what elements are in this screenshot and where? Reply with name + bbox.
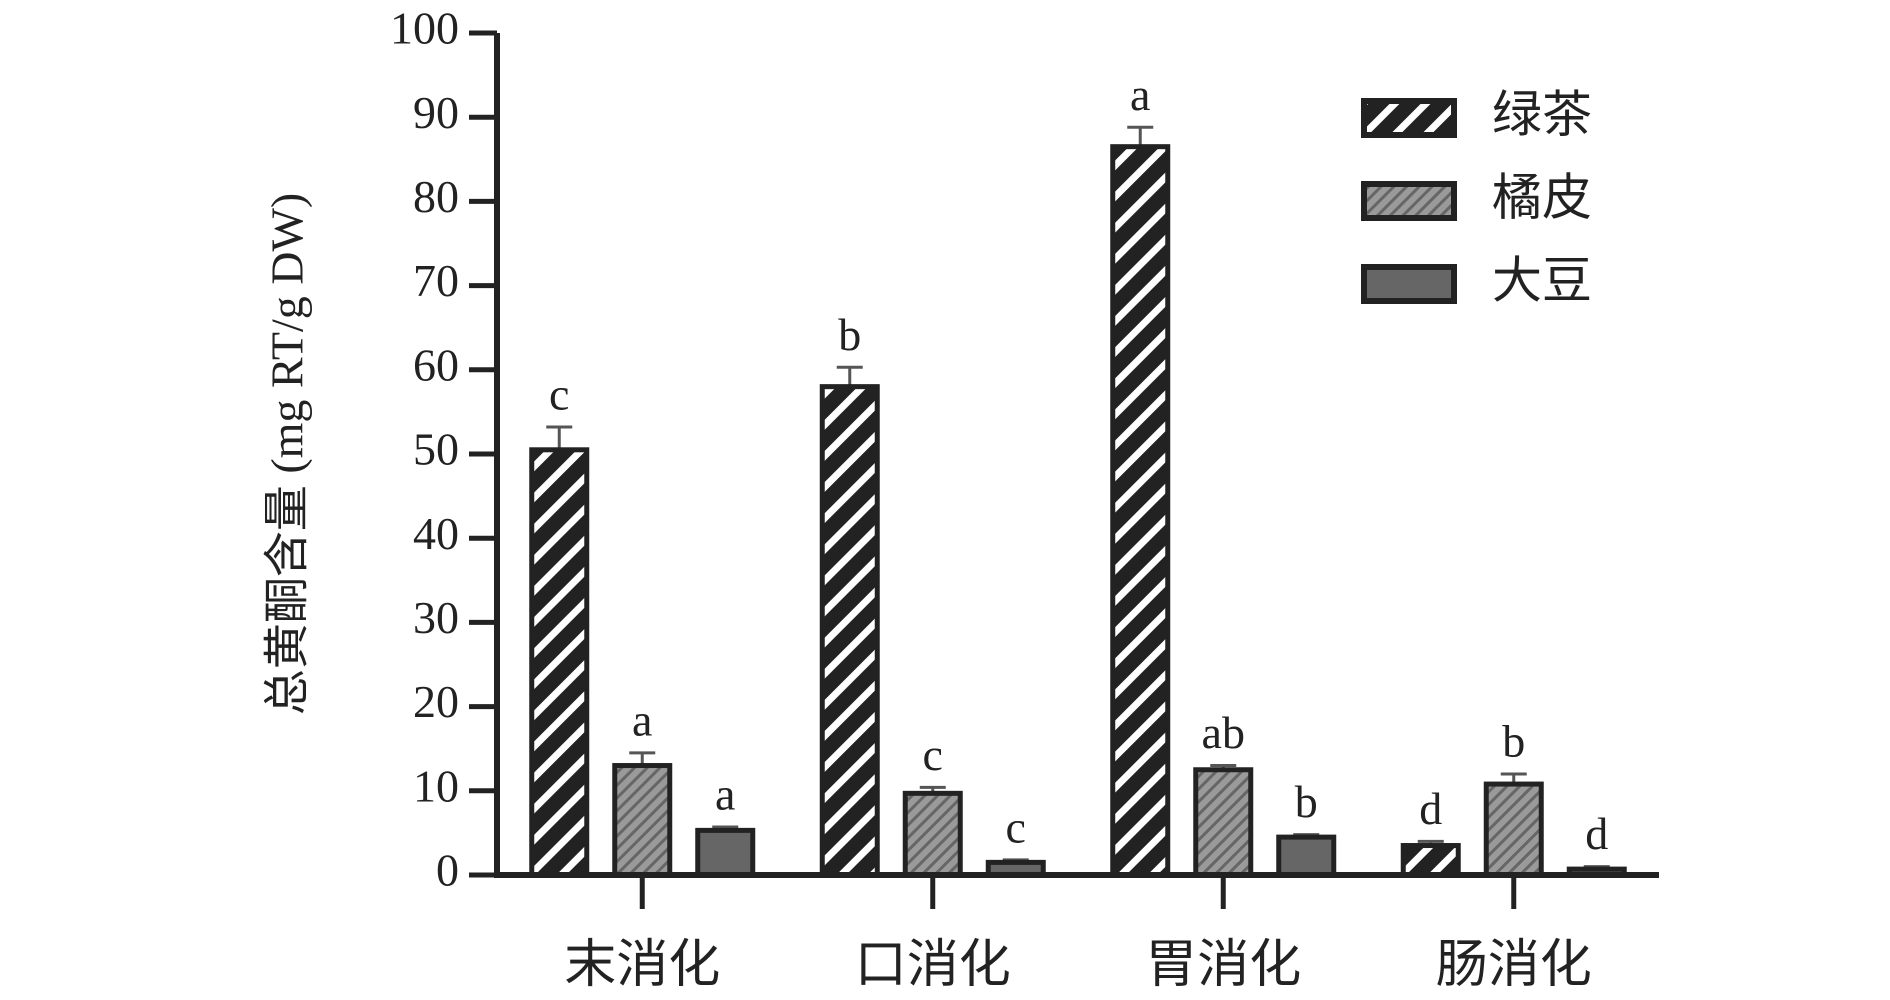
significance-letter: a [632,694,652,745]
bar [695,827,756,878]
y-tick-label: 50 [413,424,459,475]
bar [902,790,963,878]
legend-swatch [1361,98,1457,138]
significance-letter: ab [1202,707,1245,758]
bar [1400,843,1461,878]
significance-letter: b [1502,716,1525,767]
significance-letter: d [1585,808,1608,859]
bar [1483,781,1544,878]
y-tick-label: 80 [413,171,459,222]
bar [612,763,673,878]
y-tick-label: 0 [436,845,459,896]
significance-letter: b [1295,776,1318,827]
bar [1110,144,1171,878]
x-tick-label: 末消化 [564,935,720,995]
bar [819,384,880,878]
x-tick-label: 口消化 [855,935,1011,995]
legend-label: 绿茶 [1492,86,1592,144]
bar [1193,767,1254,878]
bar [529,447,590,878]
legend-label: 橘皮 [1492,169,1592,227]
x-tick-label: 肠消化 [1436,935,1592,995]
y-tick-label: 40 [413,508,459,559]
bar [1276,834,1337,878]
y-tick-label: 20 [413,676,459,727]
y-tick-label: 30 [413,592,459,643]
significance-letter: c [549,369,569,420]
y-tick-label: 90 [413,87,459,138]
x-tick-label: 胃消化 [1145,935,1301,995]
significance-letter: c [923,729,943,780]
legend-swatch [1361,264,1457,304]
y-tick-label: 70 [413,255,459,306]
significance-letter: a [1130,69,1150,120]
significance-letter: d [1419,783,1442,834]
y-tick-label: 60 [413,339,459,390]
significance-letter: a [715,769,735,820]
significance-letter: c [1006,801,1026,852]
legend-label: 大豆 [1492,252,1592,310]
legend-swatch [1361,181,1457,221]
y-axis-label: 总黄酮含量 (mg RT/g DW) [262,193,313,715]
y-tick-label: 10 [413,760,459,811]
significance-letter: b [838,309,861,360]
y-tick-label: 100 [390,3,459,54]
